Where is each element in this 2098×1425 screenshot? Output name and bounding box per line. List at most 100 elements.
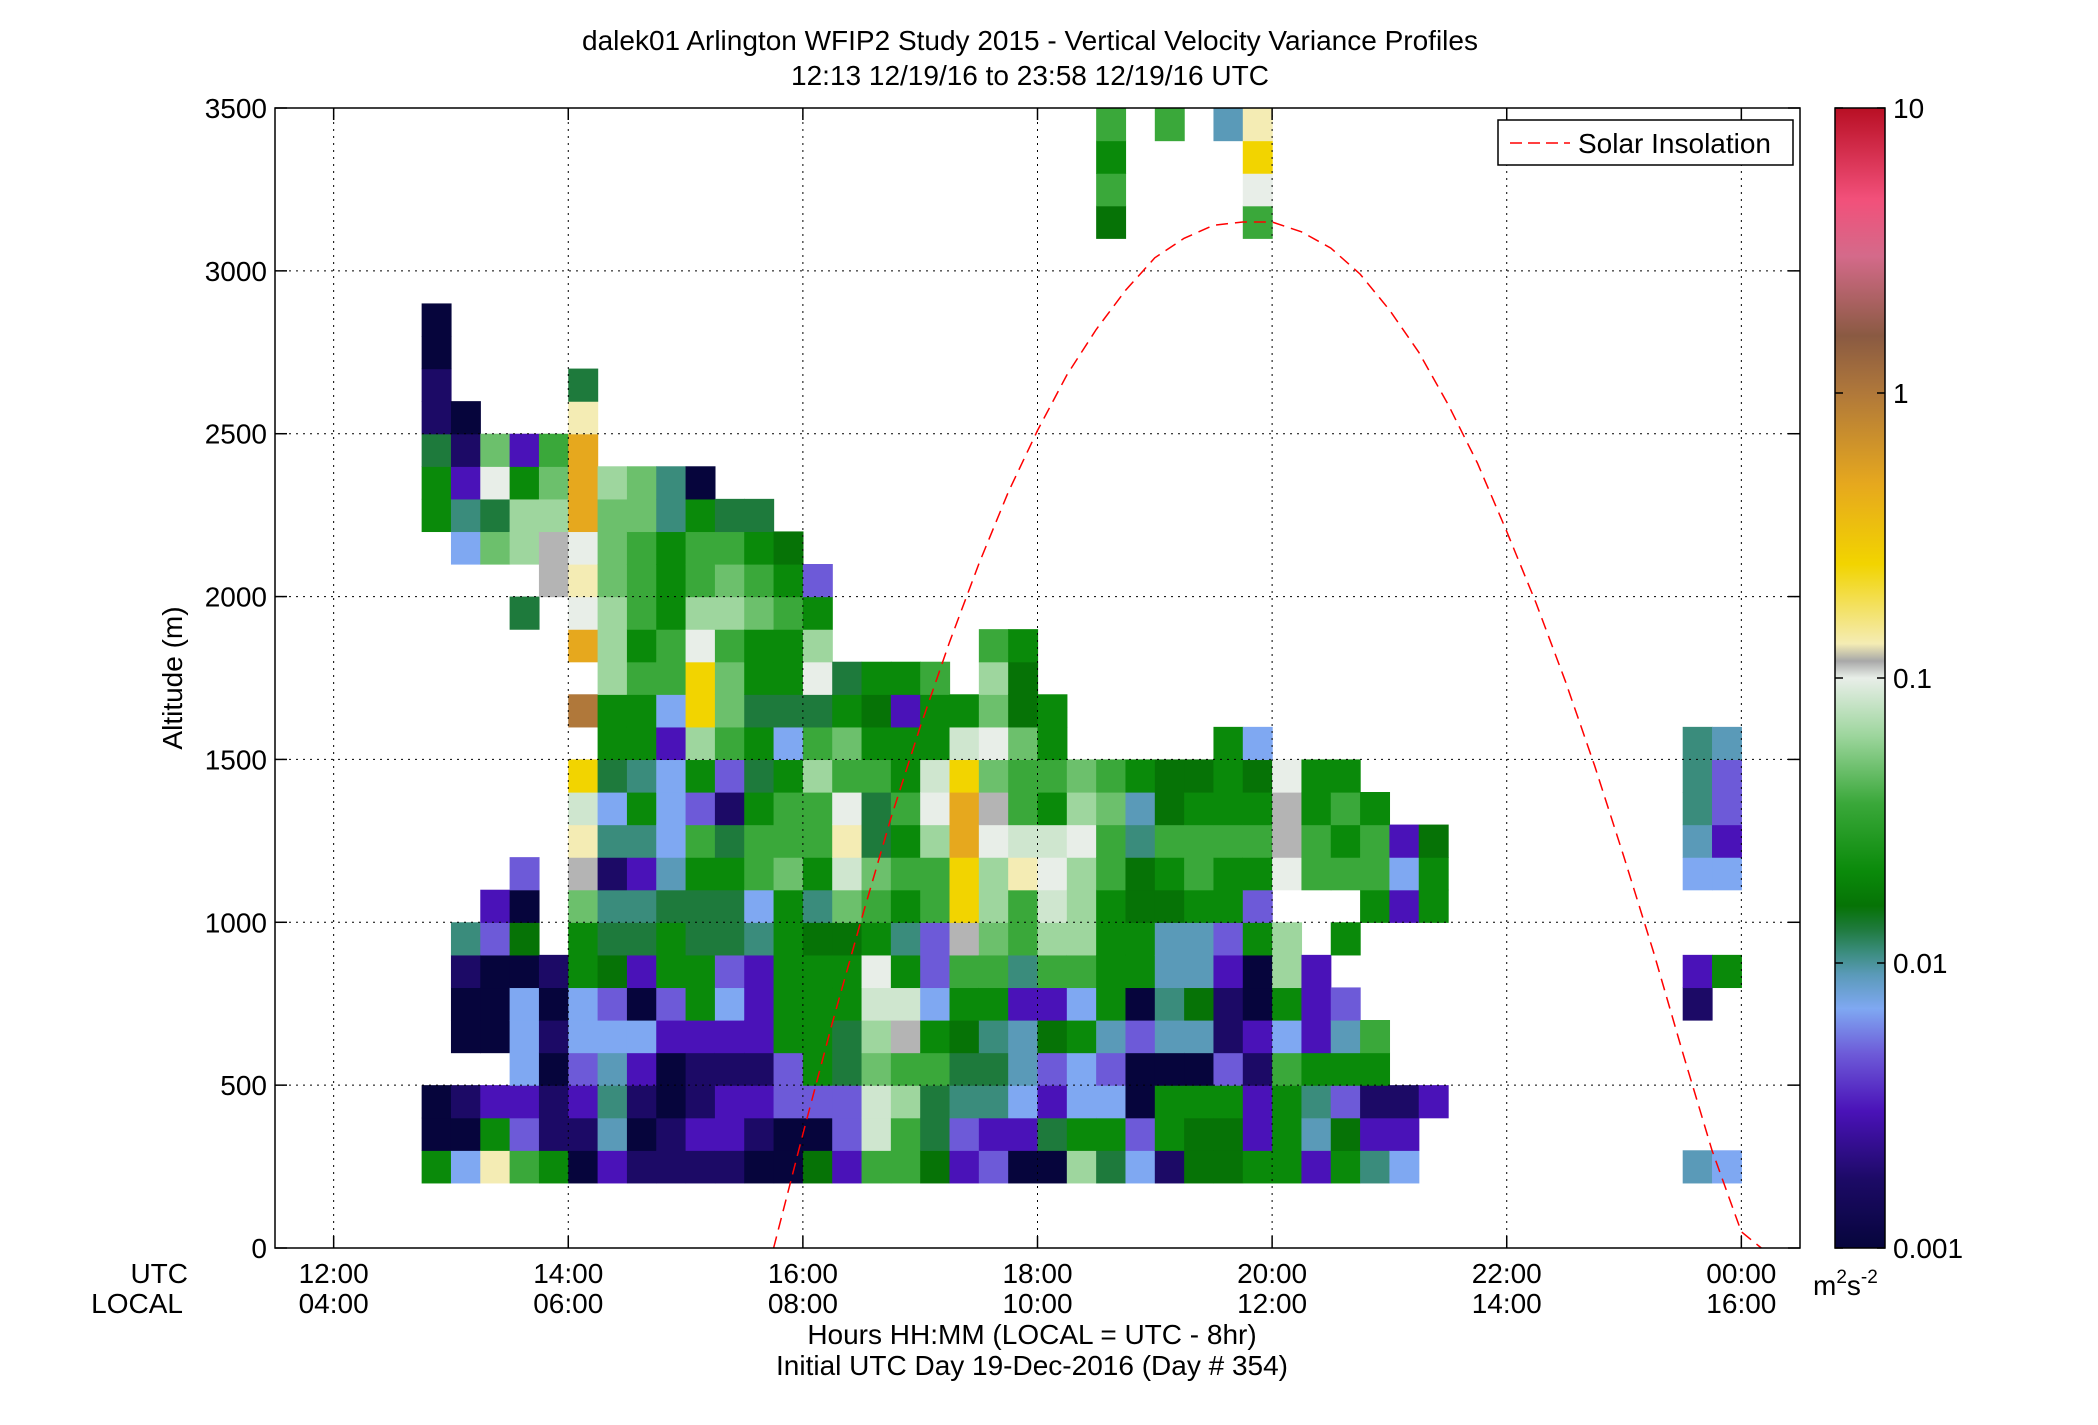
heatmap-cell <box>480 1150 511 1184</box>
heatmap-cell <box>421 1150 452 1184</box>
heatmap-cell <box>685 792 716 826</box>
heatmap-cell <box>1066 1150 1097 1184</box>
heatmap-cell <box>1242 173 1273 207</box>
heatmap-cell <box>1125 922 1156 956</box>
heatmap-cell <box>714 759 745 793</box>
heatmap-cell <box>656 759 687 793</box>
heatmap-cell <box>744 889 775 923</box>
heatmap-cell <box>1066 857 1097 891</box>
heatmap-cell <box>568 596 599 630</box>
heatmap-cell <box>480 1117 511 1151</box>
heatmap-cell <box>744 1020 775 1054</box>
heatmap-cell <box>656 1020 687 1054</box>
heatmap-cell <box>744 661 775 695</box>
heatmap-cell <box>714 792 745 826</box>
heatmap-cell <box>1125 1117 1156 1151</box>
heatmap-cell <box>832 661 863 695</box>
heatmap-cell <box>1125 759 1156 793</box>
heatmap-cell <box>773 922 804 956</box>
heatmap-cell <box>1330 922 1361 956</box>
heatmap-cell <box>1242 1020 1273 1054</box>
heatmap-cell <box>1096 889 1127 923</box>
heatmap-cell <box>978 726 1009 761</box>
heatmap-cell <box>597 922 628 956</box>
heatmap-cell <box>1125 1020 1156 1054</box>
heatmap-cell <box>1066 792 1097 826</box>
heatmap-cell <box>626 922 657 956</box>
heatmap-cell <box>568 1150 599 1184</box>
heatmap-cell <box>1037 726 1068 761</box>
heatmap-cell <box>509 433 540 467</box>
heatmap-cell <box>1213 792 1244 826</box>
heatmap-cell <box>1330 759 1361 793</box>
heatmap-cell <box>626 824 657 858</box>
heatmap-cell <box>1712 792 1742 826</box>
heatmap-cell <box>1389 889 1420 923</box>
heatmap-cell <box>714 1117 745 1151</box>
heatmap-cell <box>890 694 921 728</box>
heatmap-cell <box>480 498 511 533</box>
heatmap-cell <box>920 954 951 989</box>
heatmap-cell <box>714 531 745 565</box>
heatmap-cell <box>685 922 716 956</box>
heatmap-cell <box>714 564 745 598</box>
heatmap-cell <box>744 1085 775 1119</box>
heatmap-cell <box>568 792 599 826</box>
heatmap-cell <box>744 498 775 533</box>
heatmap-cell <box>802 1052 833 1086</box>
heatmap-cell <box>1301 1052 1332 1086</box>
heatmap-cell <box>656 694 687 728</box>
heatmap-cell <box>920 987 951 1021</box>
heatmap-cell <box>597 726 628 761</box>
heatmap-cell <box>1066 824 1097 858</box>
heatmap-cell <box>656 726 687 761</box>
heatmap-cell <box>1360 889 1391 923</box>
heatmap-cell <box>802 889 833 923</box>
heatmap-cell <box>685 1052 716 1086</box>
heatmap-cell <box>656 1052 687 1086</box>
heatmap-cell <box>1272 954 1303 989</box>
x-tick-label-utc: 16:00 <box>768 1258 838 1289</box>
x-tick-label-local: 06:00 <box>533 1288 603 1319</box>
heatmap-cell <box>568 759 599 793</box>
heatmap-cell <box>568 1085 599 1119</box>
heatmap-cell <box>450 954 481 989</box>
heatmap-cell <box>1712 954 1742 989</box>
heatmap-cell <box>685 694 716 728</box>
heatmap-cell <box>1418 824 1449 858</box>
heatmap-cell <box>773 954 804 989</box>
heatmap-cell <box>685 987 716 1021</box>
heatmap-cell <box>480 1085 511 1119</box>
heatmap-cell <box>568 401 599 435</box>
heatmap-cell <box>480 987 511 1021</box>
heatmap-cell <box>1154 922 1185 956</box>
heatmap-cell <box>1184 792 1215 826</box>
heatmap-cell <box>1389 1150 1420 1184</box>
heatmap-cell <box>1330 1150 1361 1184</box>
heatmap-cell <box>802 792 833 826</box>
x-tick-label-utc: 18:00 <box>1002 1258 1072 1289</box>
heatmap-cell <box>509 987 540 1021</box>
heatmap-cell <box>1096 173 1127 207</box>
heatmap-cell <box>597 954 628 989</box>
heatmap-cell <box>1301 954 1332 989</box>
heatmap-cell <box>920 1117 951 1151</box>
heatmap-cell <box>685 661 716 695</box>
heatmap-cell <box>1213 759 1244 793</box>
heatmap-cell <box>949 759 980 793</box>
heatmap-cell <box>949 1052 980 1086</box>
x-axis-label: Hours HH:MM (LOCAL = UTC - 8hr) <box>807 1319 1256 1350</box>
heatmap-cell <box>509 466 540 500</box>
heatmap-cell <box>978 922 1009 956</box>
heatmap-cell <box>1184 954 1215 989</box>
heatmap-cell <box>626 987 657 1021</box>
heatmap-cell <box>861 954 892 989</box>
heatmap-cell <box>626 857 657 891</box>
heatmap-cell <box>744 1052 775 1086</box>
x-axis-sublabel: Initial UTC Day 19-Dec-2016 (Day # 354) <box>776 1350 1288 1381</box>
heatmap-cell <box>538 1117 569 1151</box>
heatmap-cell <box>1272 857 1303 891</box>
heatmap-cell <box>1272 1150 1303 1184</box>
heatmap-cell <box>1125 1052 1156 1086</box>
heatmap-cell <box>597 564 628 598</box>
